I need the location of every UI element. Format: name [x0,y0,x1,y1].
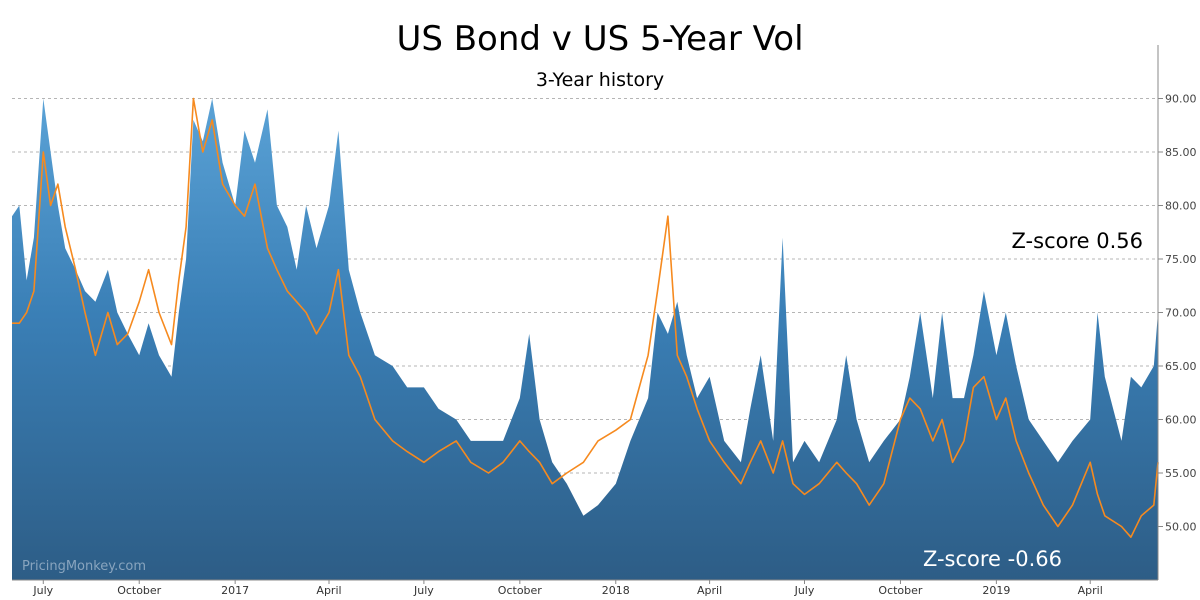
x-tick-label-4: July [413,584,434,597]
x-tick-label-10: 2019 [982,584,1010,597]
y-tick-label-7: 85.00 [1165,146,1197,159]
y-tick-label-3: 65.00 [1165,360,1197,373]
series-1-line [12,97,1159,538]
axis-layer: 50.00 55.00 60.00 65.00 70.00 75.00 80.00 85.00… [12,45,1197,597]
x-tick-label-0: July [32,584,53,597]
chart-subtitle: 3-Year history [536,69,664,91]
x-tick-label-3: April [316,584,341,597]
series-0-area [12,98,1158,580]
y-tick-label-0: 50.00 [1165,521,1197,534]
series-layer [12,97,1159,580]
y-tick-label-5: 75.00 [1165,253,1197,266]
x-tick-label-2: 2017 [221,584,249,597]
y-tick-label-4: 70.00 [1165,307,1197,320]
x-tick-label-9: October [878,584,922,597]
x-tick-label-6: 2018 [602,584,630,597]
y-tick-label-1: 55.00 [1165,467,1197,480]
x-tick-label-1: October [117,584,161,597]
zscore-annotation-top: Z-score 0.56 [1012,229,1143,253]
x-tick-label-8: July [794,584,815,597]
watermark-text: PricingMonkey.com [22,559,146,574]
x-tick-label-7: April [697,584,722,597]
y-tick-label-8: 90.00 [1165,93,1197,106]
zscore-annotation-bottom: Z-score -0.66 [923,547,1062,571]
chart-title: US Bond v US 5-Year Vol [396,19,803,59]
x-tick-label-5: October [498,584,542,597]
y-tick-label-2: 60.00 [1165,414,1197,427]
x-tick-label-11: April [1078,584,1103,597]
y-tick-label-6: 80.00 [1165,200,1197,213]
